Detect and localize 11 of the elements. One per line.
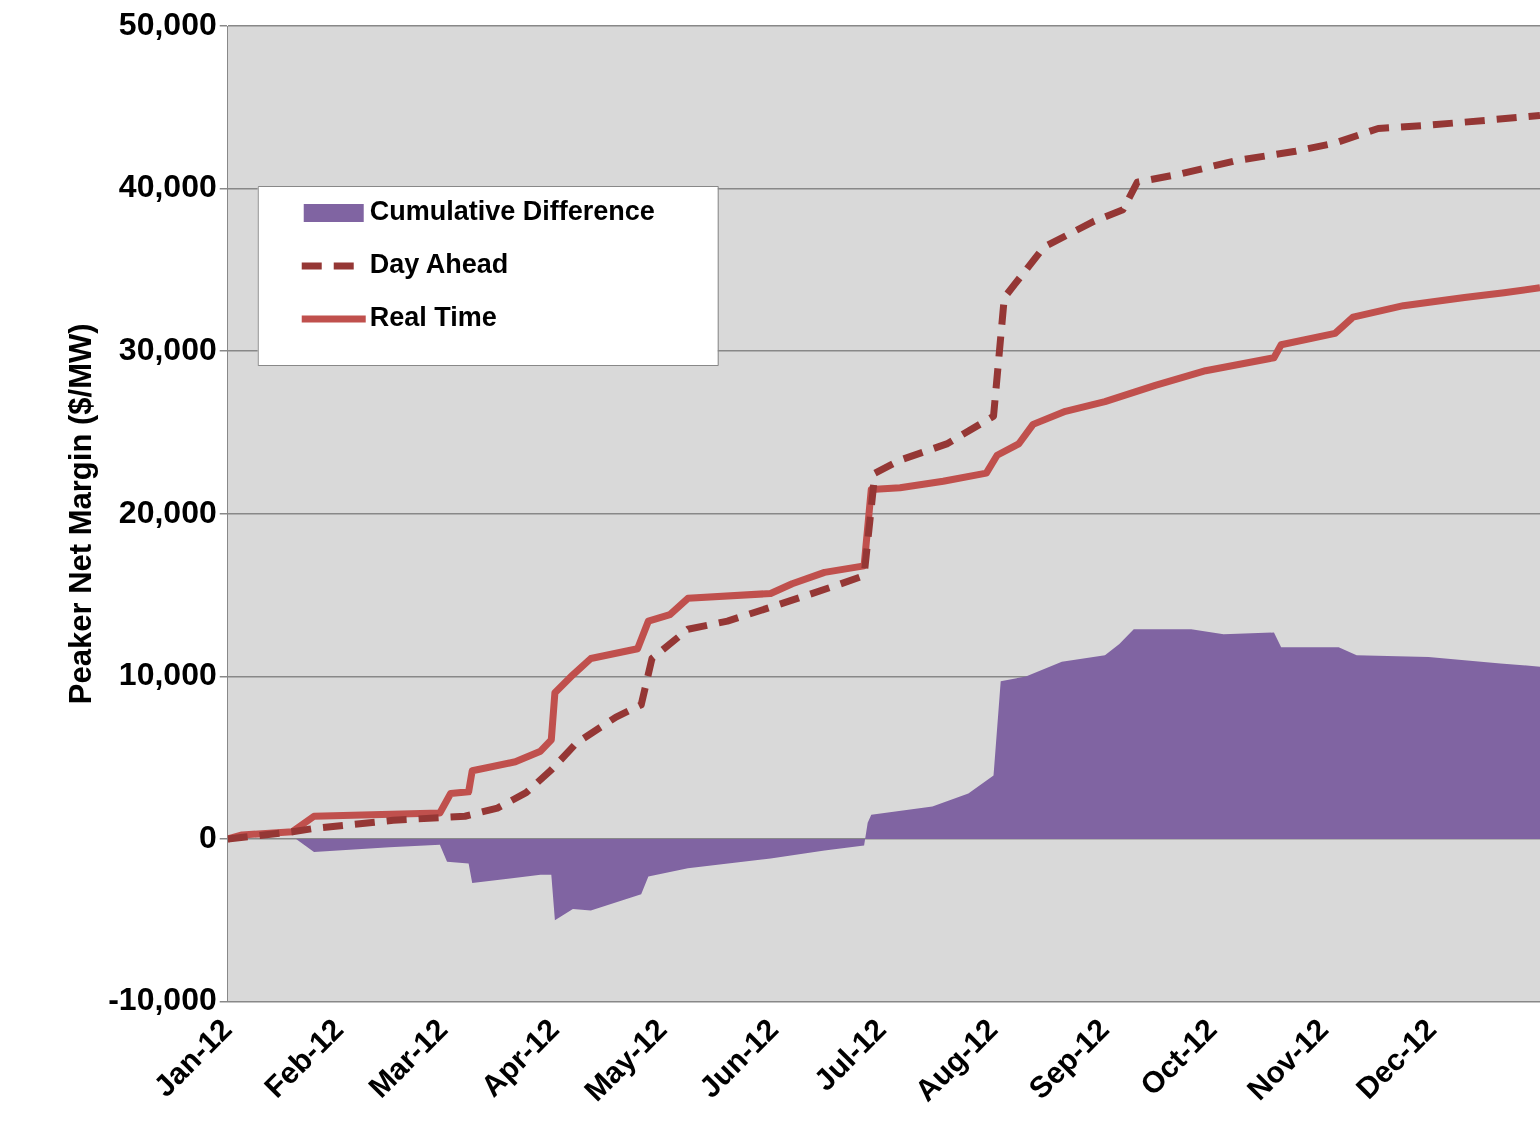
y-tick-label: 40,000 <box>118 168 217 205</box>
y-tick-label: 10,000 <box>118 656 217 693</box>
y-tick-label: 0 <box>198 818 217 855</box>
y-tick-label: 30,000 <box>118 331 217 368</box>
legend-label: Real Time <box>369 302 497 333</box>
legend-label: Day Ahead <box>369 249 509 280</box>
y-axis-title: Peaker Net Margin ($/MW) <box>63 323 99 705</box>
y-tick-label: -10,000 <box>108 981 217 1018</box>
legend-label: Cumulative Difference <box>369 196 655 227</box>
y-tick-label: 20,000 <box>118 493 217 530</box>
y-tick-label: 50,000 <box>118 5 217 42</box>
